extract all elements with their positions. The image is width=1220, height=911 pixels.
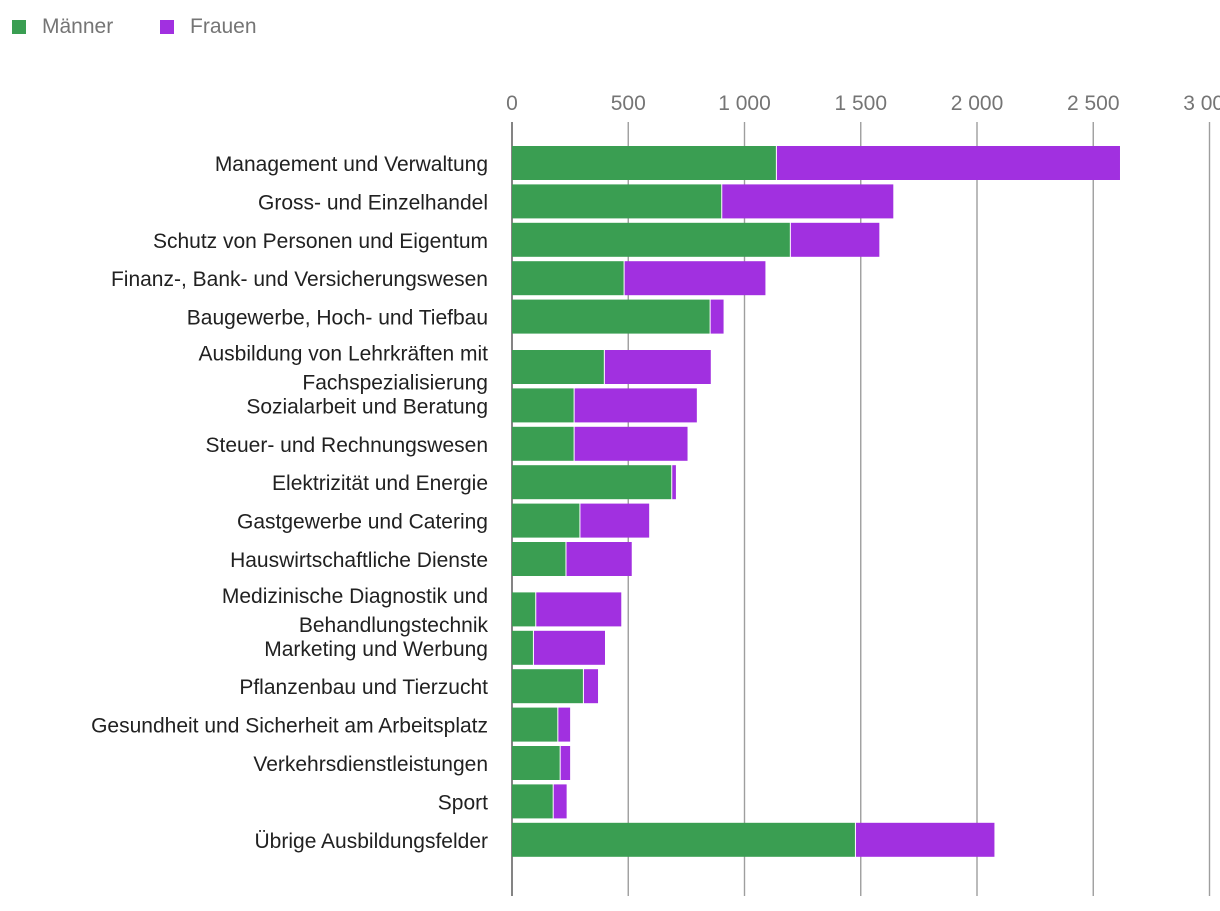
- category-label-12: Marketing und Werbung: [264, 638, 488, 661]
- category-label-11-line-1: Behandlungstechnik: [299, 614, 489, 637]
- category-label-4: Baugewerbe, Hoch- und Tiefbau: [187, 307, 488, 330]
- legend-swatch-frauen: [160, 20, 174, 34]
- tick-label-2000: 2 000: [951, 92, 1004, 115]
- category-label-15: Verkehrsdienstleistungen: [253, 753, 488, 776]
- bar-frauen-4: [710, 299, 724, 334]
- bar-maenner-9: [512, 503, 580, 538]
- bar-frauen-14: [558, 707, 571, 742]
- bar-maenner-4: [512, 299, 710, 334]
- category-label-3: Finanz-, Bank- und Versicherungswesen: [111, 268, 488, 291]
- bar-frauen-16: [553, 784, 567, 819]
- bar-frauen-17: [855, 822, 995, 857]
- bar-frauen-0: [776, 146, 1120, 180]
- bar-maenner-12: [512, 630, 533, 665]
- category-label-8: Elektrizität und Energie: [272, 472, 488, 495]
- bar-maenner-1: [512, 184, 722, 219]
- category-labels: Management und Verwaltung Gross- und Einz…: [91, 153, 488, 853]
- bar-frauen-13: [583, 669, 599, 704]
- bar-frauen-3: [624, 261, 766, 296]
- tick-label-3000: 3 000: [1183, 92, 1220, 115]
- bar-maenner-3: [512, 261, 624, 296]
- tick-label-0: 0: [506, 92, 518, 115]
- category-label-5-line-0: Ausbildung von Lehrkräften mit: [199, 343, 489, 366]
- legend-swatch-maenner: [12, 20, 26, 34]
- tick-label-500: 500: [611, 92, 646, 115]
- category-label-5-line-1: Fachspezialisierung: [302, 372, 488, 395]
- bar-maenner-11: [512, 592, 536, 627]
- tick-label-1500: 1 500: [834, 92, 887, 115]
- x-axis-ticks: 0 500 1 000 1 500 2 000 2 500 3 000: [506, 92, 1220, 115]
- category-label-9: Gastgewerbe und Catering: [237, 511, 488, 534]
- bar-maenner-15: [512, 746, 560, 780]
- bar-maenner-13: [512, 669, 583, 704]
- bar-maenner-7: [512, 426, 574, 461]
- bar-frauen-9: [580, 503, 650, 538]
- bar-frauen-11: [536, 592, 622, 627]
- bar-frauen-7: [574, 426, 688, 461]
- bar-maenner-6: [512, 388, 574, 423]
- tick-label-1000: 1 000: [718, 92, 771, 115]
- bar-maenner-17: [512, 822, 855, 857]
- bar-frauen-8: [672, 465, 676, 500]
- bar-frauen-6: [574, 388, 697, 423]
- bar-maenner-14: [512, 707, 558, 742]
- bar-frauen-5: [604, 350, 711, 384]
- bar-frauen-1: [722, 184, 894, 219]
- category-label-11-line-0: Medizinische Diagnostik und: [222, 585, 488, 608]
- category-label-10: Hauswirtschaftliche Dienste: [230, 549, 488, 572]
- legend: Männer Frauen: [12, 15, 257, 38]
- category-label-16: Sport: [438, 791, 488, 814]
- category-label-17: Übrige Ausbildungsfelder: [255, 830, 488, 853]
- bar-maenner-0: [512, 146, 776, 180]
- legend-label-maenner: Männer: [42, 15, 113, 38]
- category-label-1: Gross- und Einzelhandel: [258, 191, 488, 214]
- bar-maenner-2: [512, 222, 790, 257]
- bar-frauen-2: [790, 222, 880, 257]
- category-label-13: Pflanzenbau und Tierzucht: [239, 676, 488, 699]
- bars: [512, 146, 1120, 857]
- bar-frauen-15: [560, 746, 571, 780]
- bar-maenner-16: [512, 784, 553, 819]
- bar-maenner-10: [512, 542, 566, 576]
- legend-label-frauen: Frauen: [190, 15, 257, 38]
- category-label-2: Schutz von Personen und Eigentum: [153, 230, 488, 253]
- category-label-14: Gesundheit und Sicherheit am Arbeitsplat…: [91, 715, 488, 738]
- bar-maenner-8: [512, 465, 672, 500]
- tick-label-2500: 2 500: [1067, 92, 1120, 115]
- bar-maenner-5: [512, 350, 604, 384]
- bar-frauen-12: [533, 630, 605, 665]
- category-label-0: Management und Verwaltung: [215, 153, 488, 176]
- category-label-7: Steuer- und Rechnungswesen: [205, 434, 488, 457]
- bar-frauen-10: [566, 542, 632, 576]
- category-label-6: Sozialarbeit und Beratung: [246, 395, 488, 418]
